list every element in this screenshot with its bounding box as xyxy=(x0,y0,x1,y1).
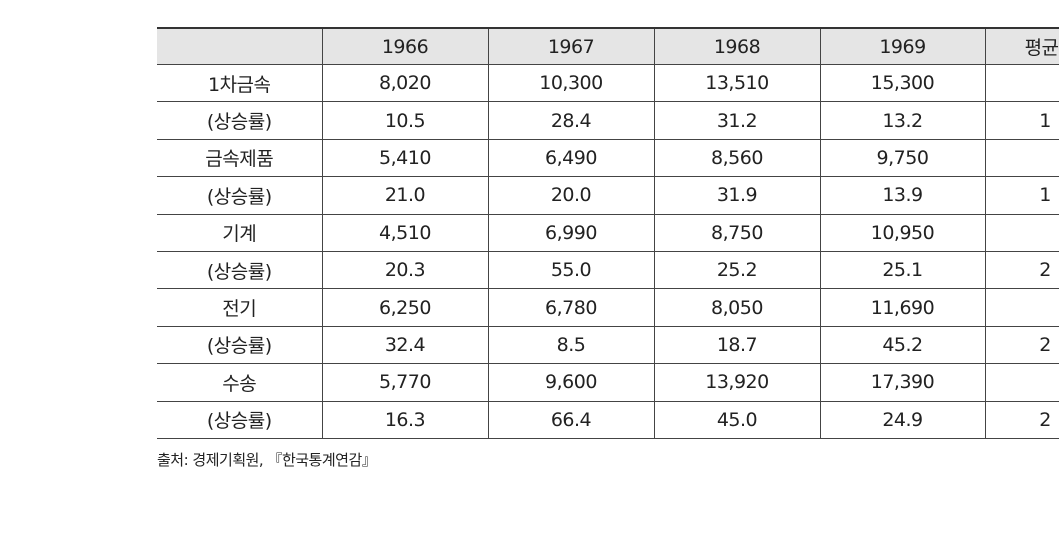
data-cell: 6,990 xyxy=(487,213,655,252)
data-cell: 2 xyxy=(984,325,1059,365)
data-cell xyxy=(984,288,1059,327)
data-cell: 21.0 xyxy=(321,176,489,215)
table-row: (상승률) 16.3 66.4 45.0 24.9 2 xyxy=(157,400,1059,439)
data-cell: 24.9 xyxy=(819,400,986,439)
row-label: (상승률) xyxy=(157,325,323,365)
row-label: (상승률) xyxy=(157,101,323,140)
table-row: (상승률) 32.4 8.5 18.7 45.2 2 xyxy=(157,325,1059,365)
data-cell: 31.9 xyxy=(653,176,821,215)
row-label: 수송 xyxy=(157,363,323,402)
table-row: 전기 6,250 6,780 8,050 11,690 xyxy=(157,288,1059,327)
data-cell: 9,600 xyxy=(487,363,655,402)
data-cell: 8,560 xyxy=(653,138,821,178)
data-cell: 17,390 xyxy=(819,363,986,402)
data-cell: 25.2 xyxy=(653,250,821,290)
data-cell: 6,250 xyxy=(321,288,489,327)
data-cell: 13.2 xyxy=(819,101,986,140)
data-cell: 32.4 xyxy=(321,325,489,365)
table-row: 기계 4,510 6,990 8,750 10,950 xyxy=(157,213,1059,252)
data-cell: 8.5 xyxy=(487,325,655,365)
header-cell: 1966 xyxy=(321,27,489,65)
row-label: 기계 xyxy=(157,213,323,252)
row-label: (상승률) xyxy=(157,176,323,215)
row-label: 금속제품 xyxy=(157,138,323,178)
header-cell: 1969 xyxy=(819,27,986,65)
data-cell xyxy=(984,363,1059,402)
header-cell: 1967 xyxy=(487,27,655,65)
data-cell xyxy=(984,63,1059,103)
data-cell: 4,510 xyxy=(321,213,489,252)
data-cell: 10,300 xyxy=(487,63,655,103)
row-label: (상승률) xyxy=(157,250,323,290)
data-cell: 25.1 xyxy=(819,250,986,290)
data-cell: 9,750 xyxy=(819,138,986,178)
data-cell: 5,770 xyxy=(321,363,489,402)
table-row: 1차금속 8,020 10,300 13,510 15,300 xyxy=(157,63,1059,103)
data-cell: 55.0 xyxy=(487,250,655,290)
data-cell: 31.2 xyxy=(653,101,821,140)
data-cell: 10,950 xyxy=(819,213,986,252)
header-cell: 평균( xyxy=(984,27,1059,65)
data-cell: 13,920 xyxy=(653,363,821,402)
data-cell: 20.3 xyxy=(321,250,489,290)
data-cell xyxy=(984,213,1059,252)
data-cell: 6,490 xyxy=(487,138,655,178)
data-cell: 16.3 xyxy=(321,400,489,439)
data-cell: 66.4 xyxy=(487,400,655,439)
data-cell: 8,750 xyxy=(653,213,821,252)
data-cell: 45.0 xyxy=(653,400,821,439)
row-label: 1차금속 xyxy=(157,63,323,103)
data-cell: 1 xyxy=(984,101,1059,140)
table-row: (상승률) 21.0 20.0 31.9 13.9 1 xyxy=(157,176,1059,215)
data-cell: 2 xyxy=(984,250,1059,290)
data-cell: 8,050 xyxy=(653,288,821,327)
data-cell xyxy=(984,138,1059,178)
table-body: 1차금속 8,020 10,300 13,510 15,300 (상승률) 10.5 28.4… xyxy=(157,63,1059,439)
data-cell: 1 xyxy=(984,176,1059,215)
data-cell: 11,690 xyxy=(819,288,986,327)
data-cell: 2 xyxy=(984,400,1059,439)
header-cell: 1968 xyxy=(653,27,821,65)
data-cell: 18.7 xyxy=(653,325,821,365)
data-cell: 15,300 xyxy=(819,63,986,103)
data-cell: 20.0 xyxy=(487,176,655,215)
data-cell: 5,410 xyxy=(321,138,489,178)
table-row: (상승률) 10.5 28.4 31.2 13.2 1 xyxy=(157,101,1059,140)
data-cell: 13.9 xyxy=(819,176,986,215)
data-cell: 28.4 xyxy=(487,101,655,140)
data-cell: 45.2 xyxy=(819,325,986,365)
table-row: (상승률) 20.3 55.0 25.2 25.1 2 xyxy=(157,250,1059,290)
table-row: 금속제품 5,410 6,490 8,560 9,750 xyxy=(157,138,1059,178)
row-label: (상승률) xyxy=(157,400,323,439)
data-cell: 13,510 xyxy=(653,63,821,103)
source-note: 출처: 경제기획원, 『한국통계연감』 xyxy=(157,451,377,469)
header-cell xyxy=(157,27,323,65)
data-cell: 10.5 xyxy=(321,101,489,140)
table-row: 수송 5,770 9,600 13,920 17,390 xyxy=(157,363,1059,402)
data-cell: 6,780 xyxy=(487,288,655,327)
row-label: 전기 xyxy=(157,288,323,327)
data-cell: 8,020 xyxy=(321,63,489,103)
